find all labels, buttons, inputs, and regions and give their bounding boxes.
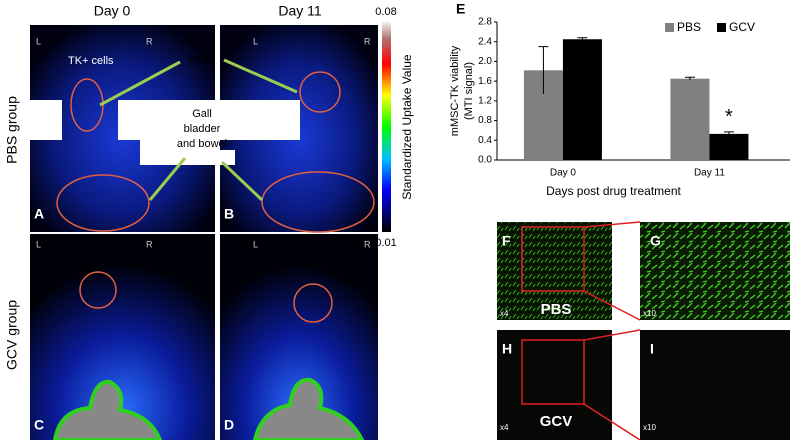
y-tick-label: 0.4 [478,135,492,146]
y-tick-label: 1.6 [478,76,492,87]
pointer-line [223,58,298,94]
row-title: GCV group [4,300,20,370]
colorbar-title: Standardized Uptake Value [400,54,414,200]
bar [709,133,749,160]
pointer-line [220,160,264,202]
orientation-left: L [253,36,258,46]
pointer-line [148,157,187,201]
x-tick-label: Day 0 [550,168,577,179]
colorbar-max: 0.08 [375,6,396,18]
roi [56,174,150,232]
roi [261,171,375,233]
group-label: GCV [540,413,573,430]
magnification: x4 [500,309,509,318]
panel-letter: C [34,417,44,433]
bar [670,78,710,160]
microscopy-panels [497,221,790,440]
imaging-panels [30,22,391,440]
y-tick-label: 0.0 [478,155,492,166]
y-axis-label: (MTI signal) [463,62,475,120]
cells-label: TK+ cells [68,55,114,67]
error-bar [684,76,695,81]
gap [220,150,235,165]
row-title: PBS group [4,96,20,164]
magnification: x10 [643,309,656,318]
labels: Day 0 Day 11 PBS group GCV group A B C D… [4,3,661,433]
orientation-left: L [36,239,41,249]
panel-letter: F [502,233,511,249]
orientation-left: L [36,36,41,46]
error-bar [723,131,734,136]
gall-label: bladder [184,123,221,135]
magnification: x10 [643,423,656,432]
zoom-box [521,339,585,405]
panel-letter: G [650,233,661,249]
orientation-right: R [364,239,371,249]
image-h [497,330,612,440]
error-bar [577,37,588,41]
bar-chart: E 0.0 0.4 0.8 1.2 1.6 2.0 2.4 2.8 Day 0 Day 11 * Day… [449,1,790,198]
significance-mark: * [725,106,733,128]
zoom-box [521,226,585,292]
x-axis-label: Days post drug treatment [546,184,681,198]
hotspot [52,379,163,440]
colorbar [382,22,391,232]
column-title: Day 0 [94,3,131,19]
panel-letter: H [502,341,512,357]
gap [30,100,62,140]
head-label: Head [189,54,215,66]
legend-label: PBS [677,20,701,34]
x-tick-label: Day 11 [694,168,725,179]
image-f [497,222,612,320]
gap [118,100,215,140]
panel-letter: E [456,1,465,17]
image-i [640,330,790,440]
error-bar [538,46,549,94]
pointer-line [99,60,181,107]
image-g [640,222,790,320]
orientation-right: R [364,36,371,46]
roi [79,271,117,309]
legend-swatch [717,23,726,32]
colorbar-min: 0.01 [375,237,396,249]
roi [299,71,341,113]
panel-letter: A [34,206,44,222]
panel-letter: B [224,206,234,222]
y-tick-label: 0.8 [478,115,492,126]
legend-label: GCV [729,20,755,34]
y-tick-label: 2.8 [478,17,492,28]
zoom-line [583,221,641,440]
y-axis-label: mMSC-TK viability [449,45,461,136]
column-title: Day 11 [278,3,322,19]
orientation-left: L [253,239,258,249]
orientation-right: R [146,36,153,46]
roi [293,283,333,323]
gall-label: Gall [192,108,212,120]
gall-label: and bowel [177,138,227,150]
orientation-right: R [146,239,153,249]
legend-swatch [665,23,674,32]
y-tick-label: 1.2 [478,95,492,106]
magnification: x4 [500,423,509,432]
y-tick-label: 2.4 [478,36,492,47]
y-tick-label: 2.0 [478,56,492,67]
group-label: PBS [541,301,572,318]
hotspot [252,377,365,440]
panel-letter: D [224,417,234,433]
gap [220,100,300,140]
gap [140,140,215,165]
panel-letter: I [650,341,654,357]
bar [562,39,602,160]
